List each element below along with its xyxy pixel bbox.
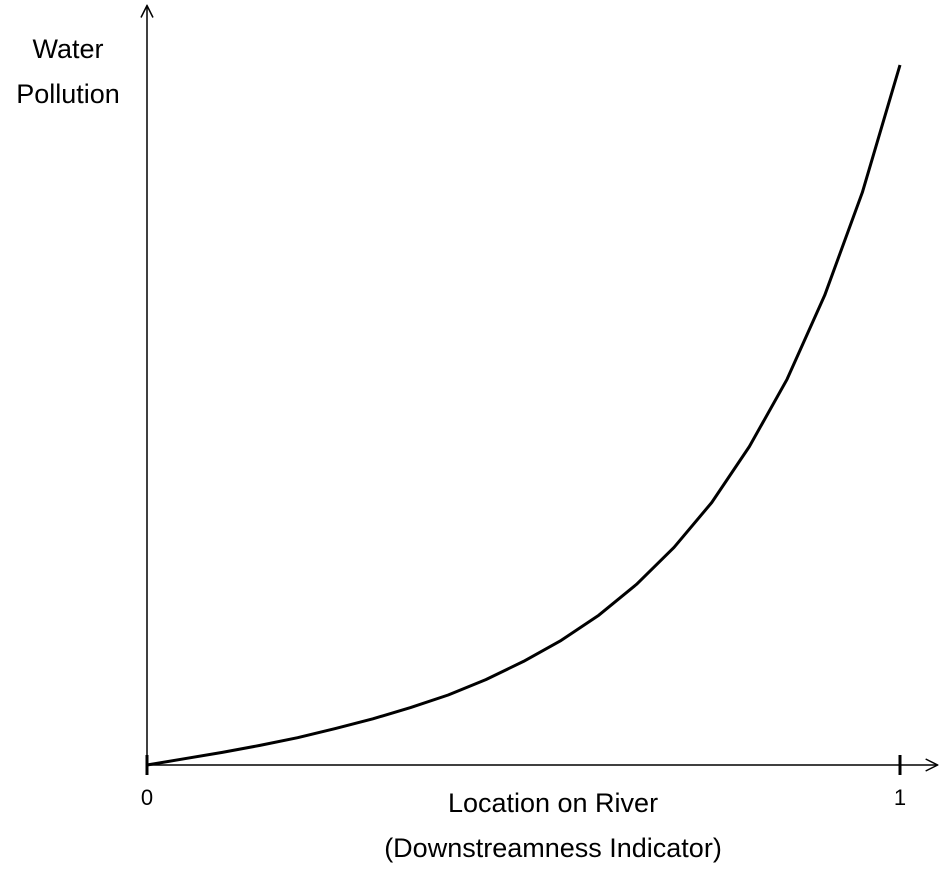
plot-area bbox=[146, 64, 902, 767]
labels: 0 1 Water Pollution Location on River (Downst… bbox=[16, 34, 906, 863]
y-axis-label: Pollution bbox=[16, 79, 120, 109]
axes bbox=[147, 6, 938, 775]
x-tick-label: 1 bbox=[894, 785, 906, 810]
y-axis-label: Water bbox=[32, 34, 103, 64]
x-axis-label: Location on River bbox=[448, 788, 658, 818]
x-axis-label: (Downstreamness Indicator) bbox=[384, 833, 722, 863]
x-tick-label: 0 bbox=[141, 785, 153, 810]
line-series bbox=[146, 64, 902, 767]
